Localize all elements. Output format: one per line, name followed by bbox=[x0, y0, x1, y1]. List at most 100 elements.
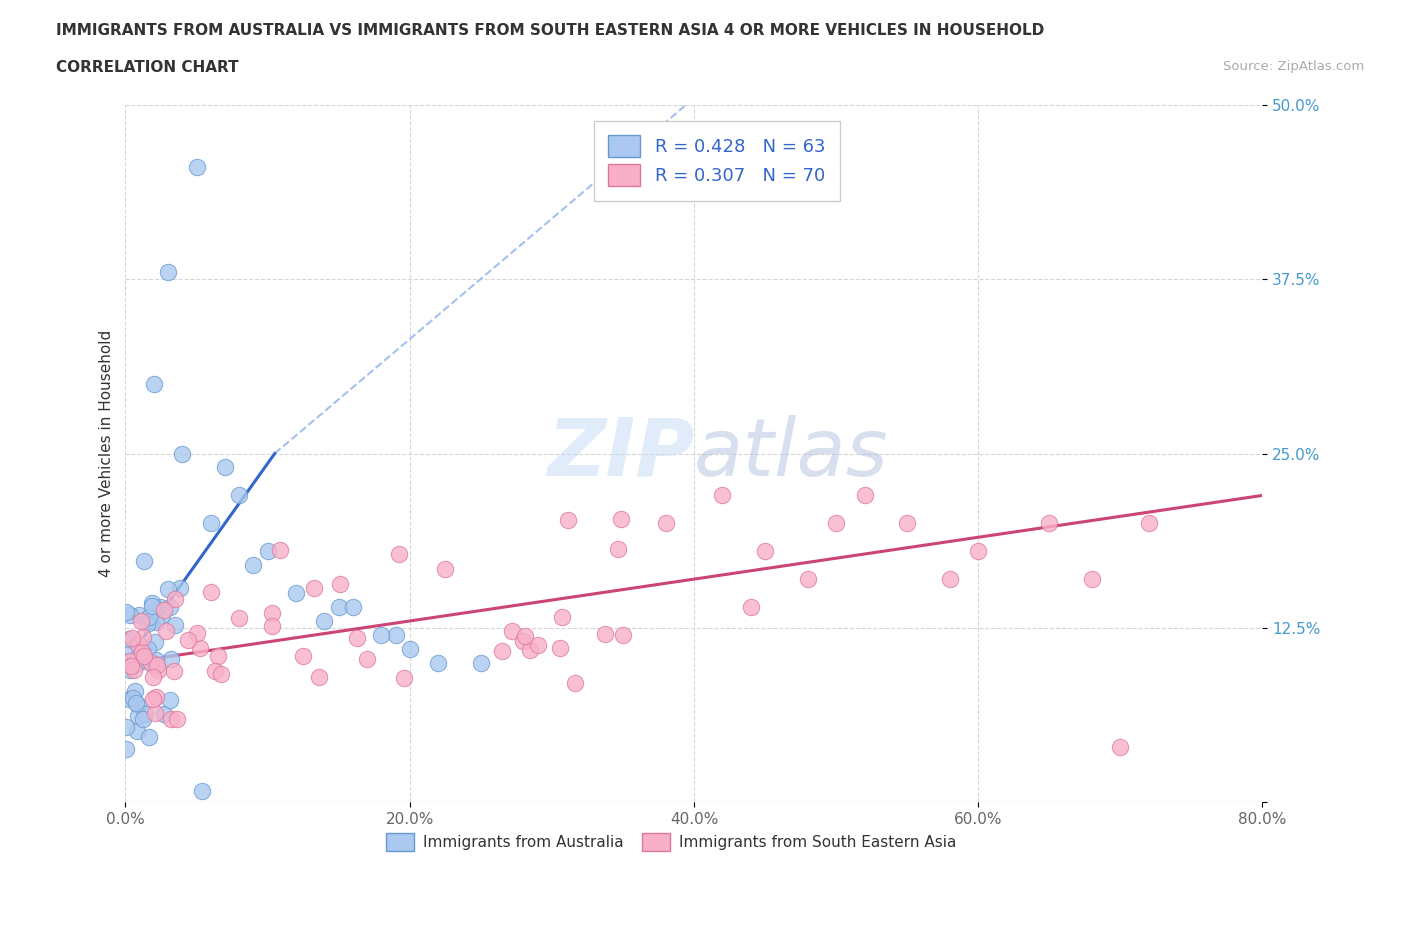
Point bbox=[342, 600, 364, 615]
Point bbox=[557, 512, 579, 527]
Point bbox=[207, 648, 229, 663]
Point bbox=[896, 516, 918, 531]
Point bbox=[610, 512, 633, 526]
Point bbox=[131, 614, 153, 629]
Point bbox=[127, 656, 149, 671]
Point bbox=[188, 641, 211, 656]
Y-axis label: 4 or more Vehicles in Household: 4 or more Vehicles in Household bbox=[100, 330, 114, 578]
Point bbox=[388, 547, 411, 562]
Point bbox=[141, 595, 163, 610]
Point bbox=[607, 541, 630, 556]
Point bbox=[134, 553, 156, 568]
Point bbox=[146, 658, 169, 673]
Text: Source: ZipAtlas.com: Source: ZipAtlas.com bbox=[1223, 60, 1364, 73]
Point bbox=[120, 653, 142, 668]
Text: atlas: atlas bbox=[695, 415, 889, 493]
Point bbox=[145, 653, 167, 668]
Point bbox=[132, 649, 155, 664]
Point bbox=[314, 614, 336, 629]
Point bbox=[141, 655, 163, 670]
Point bbox=[853, 488, 876, 503]
Point bbox=[145, 689, 167, 704]
Point bbox=[200, 516, 222, 531]
Point bbox=[135, 617, 157, 631]
Point bbox=[125, 724, 148, 738]
Point bbox=[163, 591, 186, 606]
Point bbox=[121, 690, 143, 705]
Point bbox=[427, 656, 450, 671]
Point bbox=[138, 610, 160, 625]
Point bbox=[186, 160, 208, 175]
Point bbox=[166, 711, 188, 726]
Point bbox=[160, 711, 183, 726]
Point bbox=[1137, 516, 1160, 531]
Point bbox=[150, 607, 173, 622]
Point bbox=[513, 628, 536, 643]
Point bbox=[127, 698, 149, 712]
Point bbox=[328, 600, 350, 615]
Point bbox=[159, 600, 181, 615]
Point bbox=[114, 720, 136, 735]
Point bbox=[228, 610, 250, 625]
Point bbox=[129, 653, 152, 668]
Point bbox=[155, 624, 177, 639]
Point bbox=[491, 644, 513, 658]
Point bbox=[262, 605, 284, 620]
Point bbox=[121, 643, 143, 658]
Point bbox=[165, 618, 187, 633]
Point bbox=[115, 604, 138, 619]
Point bbox=[527, 638, 550, 653]
Point bbox=[356, 651, 378, 666]
Point bbox=[141, 656, 163, 671]
Point bbox=[329, 577, 352, 591]
Point bbox=[131, 644, 153, 659]
Point bbox=[120, 663, 142, 678]
Point bbox=[118, 692, 141, 707]
Point bbox=[551, 610, 574, 625]
Point bbox=[740, 600, 762, 615]
Point bbox=[302, 580, 325, 595]
Point bbox=[131, 629, 153, 644]
Point bbox=[115, 742, 138, 757]
Point bbox=[204, 664, 226, 679]
Point bbox=[1109, 739, 1132, 754]
Point bbox=[191, 784, 214, 799]
Point bbox=[564, 675, 586, 690]
Point bbox=[186, 625, 208, 640]
Point bbox=[176, 632, 198, 647]
Point bbox=[285, 586, 308, 601]
Point bbox=[138, 642, 160, 657]
Point bbox=[228, 488, 250, 503]
Point bbox=[398, 642, 420, 657]
Point bbox=[120, 608, 142, 623]
Point bbox=[214, 460, 236, 475]
Point bbox=[519, 643, 541, 658]
Point bbox=[132, 711, 155, 726]
Point bbox=[470, 656, 492, 671]
Point bbox=[146, 662, 169, 677]
Point bbox=[122, 663, 145, 678]
Point bbox=[163, 664, 186, 679]
Point bbox=[127, 636, 149, 651]
Point bbox=[125, 696, 148, 711]
Text: ZIP: ZIP bbox=[547, 415, 695, 493]
Point bbox=[128, 608, 150, 623]
Point bbox=[612, 628, 634, 643]
Point bbox=[308, 670, 330, 684]
Point bbox=[142, 670, 165, 684]
Point bbox=[1038, 516, 1060, 531]
Point bbox=[172, 446, 194, 461]
Point bbox=[512, 633, 534, 648]
Point bbox=[124, 684, 146, 698]
Point bbox=[142, 377, 165, 392]
Point bbox=[159, 692, 181, 707]
Point bbox=[149, 599, 172, 614]
Point bbox=[654, 516, 676, 531]
Point bbox=[141, 654, 163, 669]
Point bbox=[209, 667, 232, 682]
Point bbox=[152, 603, 174, 618]
Point bbox=[548, 641, 571, 656]
Point bbox=[132, 640, 155, 655]
Point bbox=[711, 488, 734, 503]
Point bbox=[134, 707, 156, 722]
